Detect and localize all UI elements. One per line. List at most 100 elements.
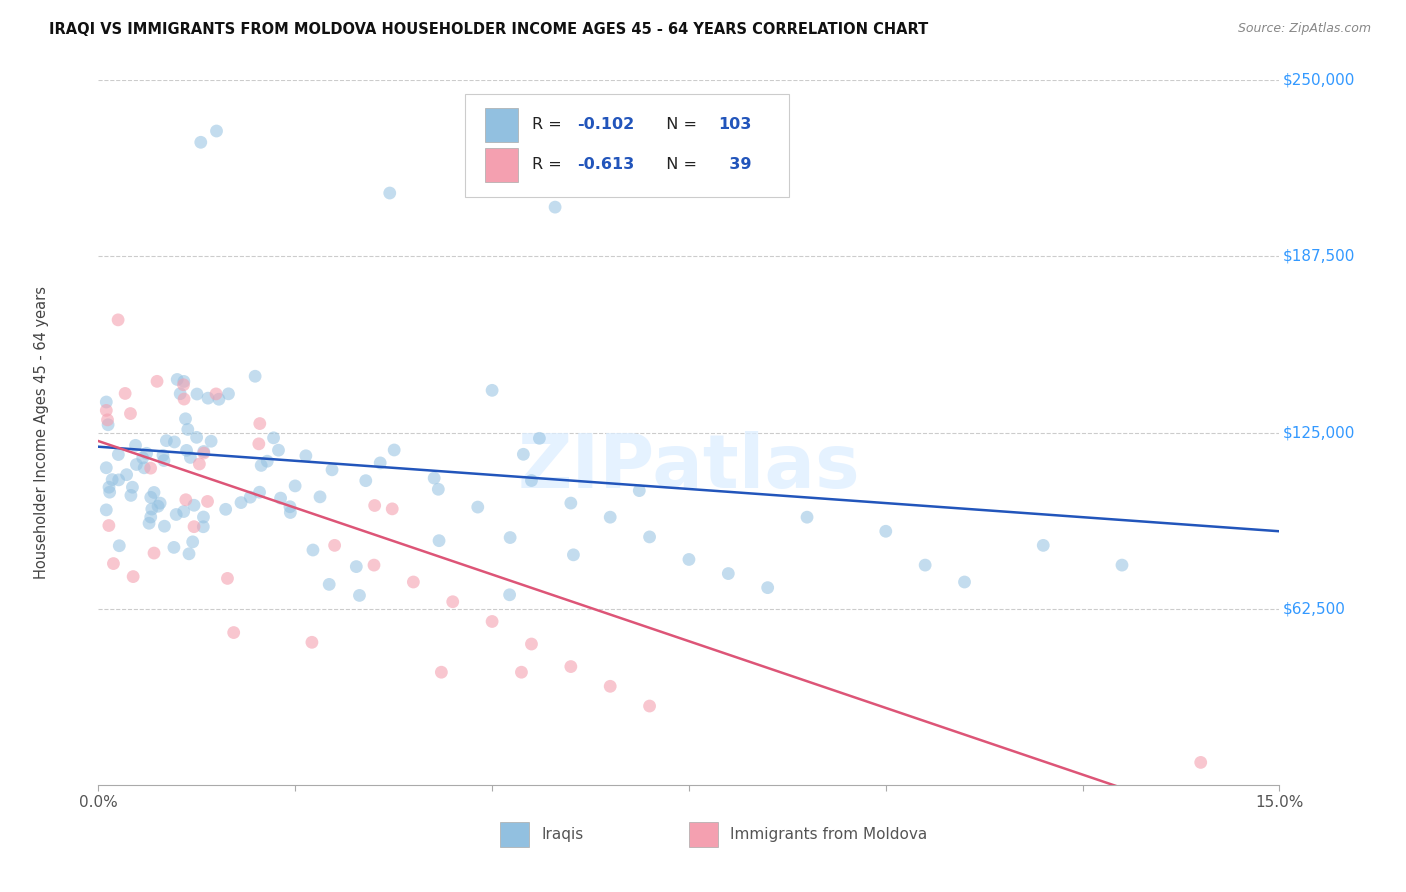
Point xyxy=(190,136,212,150)
Point xyxy=(169,386,191,401)
Point xyxy=(153,519,176,533)
FancyBboxPatch shape xyxy=(501,822,530,847)
Point xyxy=(138,516,160,531)
Text: $187,500: $187,500 xyxy=(1284,249,1355,264)
Point xyxy=(430,665,453,680)
Point xyxy=(875,524,897,539)
Text: N =: N = xyxy=(655,117,702,132)
Point xyxy=(295,449,318,463)
Point xyxy=(193,510,215,524)
Point xyxy=(176,443,198,458)
Point xyxy=(134,460,156,475)
Point xyxy=(122,569,145,583)
Point xyxy=(628,483,651,498)
Point xyxy=(280,506,302,520)
Point xyxy=(197,391,219,405)
Point xyxy=(363,499,385,513)
Point xyxy=(354,474,377,488)
Point xyxy=(562,548,585,562)
Point xyxy=(1032,538,1054,552)
Point xyxy=(132,450,155,465)
Point xyxy=(108,539,131,553)
Point xyxy=(1111,558,1133,573)
Point xyxy=(914,558,936,573)
Point xyxy=(197,494,219,508)
Point xyxy=(173,375,195,389)
Text: Householder Income Ages 45 - 64 years: Householder Income Ages 45 - 64 years xyxy=(34,286,49,579)
Point xyxy=(153,453,176,467)
Point xyxy=(193,446,215,460)
Point xyxy=(263,431,285,445)
Point xyxy=(183,519,205,533)
Text: N =: N = xyxy=(655,157,702,172)
Point xyxy=(678,552,700,566)
Text: R =: R = xyxy=(531,117,567,132)
Point xyxy=(107,448,129,462)
Point xyxy=(239,490,262,504)
Point xyxy=(96,395,118,409)
Point xyxy=(1189,756,1212,770)
Point xyxy=(215,502,238,516)
Point xyxy=(177,422,200,436)
FancyBboxPatch shape xyxy=(485,108,517,142)
Point xyxy=(382,442,405,457)
Point xyxy=(498,588,520,602)
Point xyxy=(560,496,582,510)
Point xyxy=(177,547,200,561)
Point xyxy=(193,520,215,534)
Point xyxy=(173,504,195,518)
Point xyxy=(344,559,367,574)
Point xyxy=(120,407,142,421)
Point xyxy=(717,566,740,581)
FancyBboxPatch shape xyxy=(689,822,718,847)
Point xyxy=(181,534,204,549)
Point xyxy=(267,443,290,458)
Point xyxy=(284,479,307,493)
Point xyxy=(378,186,401,200)
Point xyxy=(163,541,186,555)
Point xyxy=(427,533,450,548)
Point xyxy=(638,530,661,544)
Text: 103: 103 xyxy=(718,117,752,132)
Point xyxy=(520,637,543,651)
Point xyxy=(756,581,779,595)
Point xyxy=(200,434,222,449)
Point xyxy=(107,473,129,487)
Point xyxy=(188,457,211,471)
Point xyxy=(96,413,118,427)
Point xyxy=(278,500,301,514)
FancyBboxPatch shape xyxy=(464,95,789,196)
Point xyxy=(143,546,166,560)
Point xyxy=(402,574,425,589)
Point xyxy=(222,625,245,640)
Text: Source: ZipAtlas.com: Source: ZipAtlas.com xyxy=(1237,22,1371,36)
Point xyxy=(529,431,551,445)
Point xyxy=(152,448,174,462)
Point xyxy=(163,434,186,449)
Point xyxy=(174,492,197,507)
Text: IRAQI VS IMMIGRANTS FROM MOLDOVA HOUSEHOLDER INCOME AGES 45 - 64 YEARS CORRELATI: IRAQI VS IMMIGRANTS FROM MOLDOVA HOUSEHO… xyxy=(49,22,928,37)
Text: Immigrants from Moldova: Immigrants from Moldova xyxy=(730,827,928,842)
Point xyxy=(121,480,143,494)
Point xyxy=(218,387,240,401)
Point xyxy=(146,375,169,389)
Point xyxy=(96,460,118,475)
Point xyxy=(139,491,162,505)
Text: 39: 39 xyxy=(718,157,752,172)
Point xyxy=(423,471,446,485)
Point xyxy=(363,558,385,573)
Point xyxy=(193,444,215,458)
Point xyxy=(114,386,136,401)
Point xyxy=(149,496,172,510)
Point xyxy=(321,463,343,477)
Point xyxy=(318,577,340,591)
Point xyxy=(243,369,266,384)
FancyBboxPatch shape xyxy=(485,148,517,182)
Point xyxy=(302,543,325,558)
Point xyxy=(107,313,129,327)
Point xyxy=(481,615,503,629)
Point xyxy=(599,679,621,693)
Point xyxy=(143,485,166,500)
Point xyxy=(208,392,231,407)
Point xyxy=(183,498,205,512)
